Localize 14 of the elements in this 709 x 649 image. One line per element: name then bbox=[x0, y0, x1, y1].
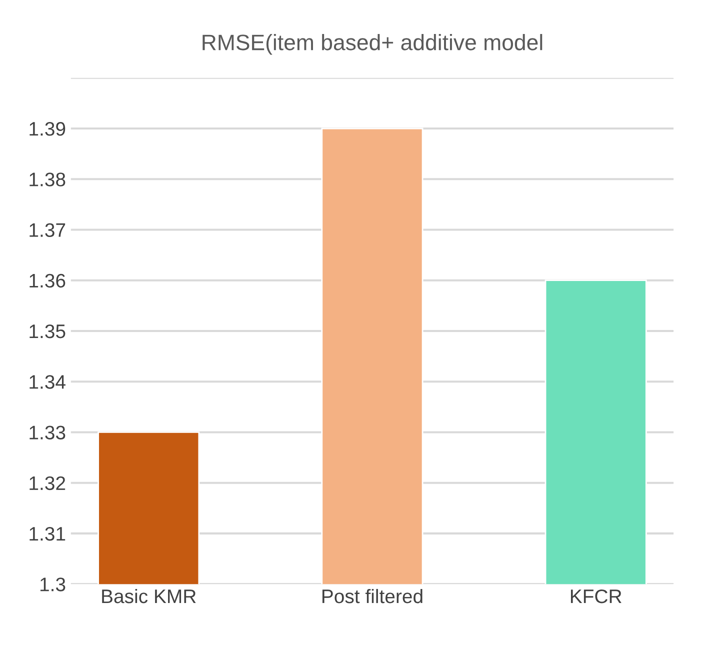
y-tick-label: 1.31 bbox=[30, 526, 66, 541]
y-tick-label: 1.37 bbox=[30, 223, 66, 237]
y-tick-label: 1.32 bbox=[30, 476, 66, 490]
y-tick-label: 1.38 bbox=[30, 172, 66, 186]
x-tick-label: Basic KMR bbox=[102, 588, 196, 604]
y-tick-label: 1.36 bbox=[30, 274, 66, 288]
y-tick-label: 1.3 bbox=[40, 578, 66, 592]
x-tick-label: Post filtered bbox=[322, 588, 422, 604]
y-tick-label: 1.33 bbox=[30, 426, 66, 440]
chart-title: RMSE(item based+ additive model bbox=[202, 34, 542, 55]
y-tick-label: 1.39 bbox=[30, 122, 66, 136]
y-tick-label: 1.35 bbox=[30, 324, 66, 338]
y-tick-label: 1.34 bbox=[30, 375, 66, 389]
x-tick-label: KFCR bbox=[570, 589, 622, 604]
